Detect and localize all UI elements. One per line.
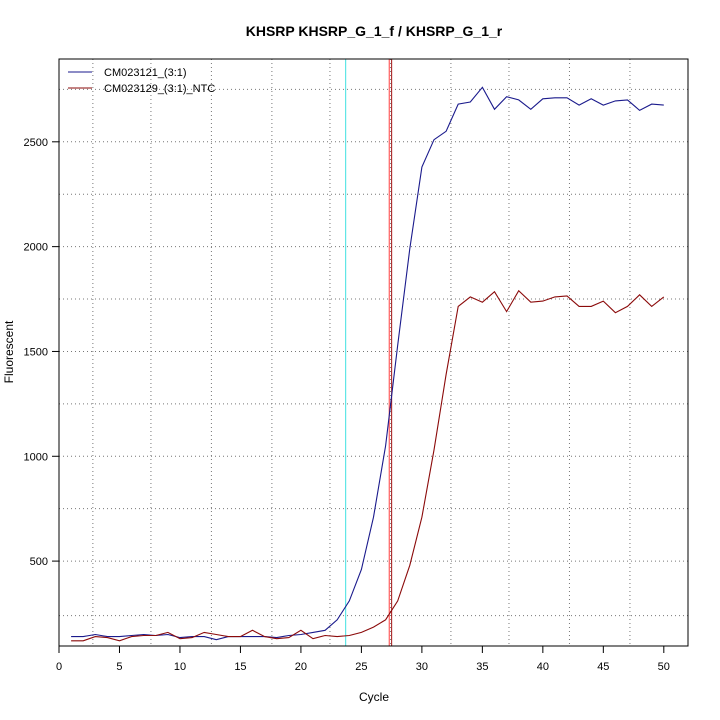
x-tick-label: 20 <box>295 661 307 673</box>
x-tick-label: 10 <box>174 661 186 673</box>
legend-entry-label: CM023121_(3:1) <box>104 67 187 79</box>
y-tick-label: 2000 <box>24 242 48 254</box>
x-tick-label: 0 <box>56 661 62 673</box>
x-tick-label: 30 <box>416 661 428 673</box>
y-tick-label: 1500 <box>24 346 48 358</box>
x-axis-label: Cycle <box>359 690 389 704</box>
series-line <box>71 289 665 642</box>
x-tick-label: 5 <box>116 661 122 673</box>
x-tick-label: 45 <box>597 661 609 673</box>
grid <box>59 59 688 646</box>
x-tick-label: 35 <box>476 661 488 673</box>
x-tick-label: 15 <box>234 661 246 673</box>
y-tick-label: 1000 <box>24 451 48 463</box>
x-tick-label: 50 <box>658 661 670 673</box>
legend-entry-label: CM023129_(3:1)_NTC <box>104 83 215 95</box>
legend: CM023121_(3:1) CM023129_(3:1)_NTC <box>68 67 215 95</box>
y-tick-label: 500 <box>30 556 48 568</box>
x-axis: 0 5 10 15 20 25 30 35 40 45 50 <box>56 645 670 673</box>
x-tick-label: 25 <box>355 661 367 673</box>
x-tick-label: 40 <box>537 661 549 673</box>
threshold-lines <box>345 59 393 646</box>
chart-title: KHSRP KHSRP_G_1_f / KHSRP_G_1_r <box>246 23 503 39</box>
series-lines <box>71 86 665 642</box>
y-tick-label: 2500 <box>24 137 48 149</box>
y-axis: 500 1000 1500 2000 2500 <box>24 137 60 568</box>
series-line <box>71 86 664 641</box>
y-axis-label: Fluorescent <box>2 320 16 383</box>
